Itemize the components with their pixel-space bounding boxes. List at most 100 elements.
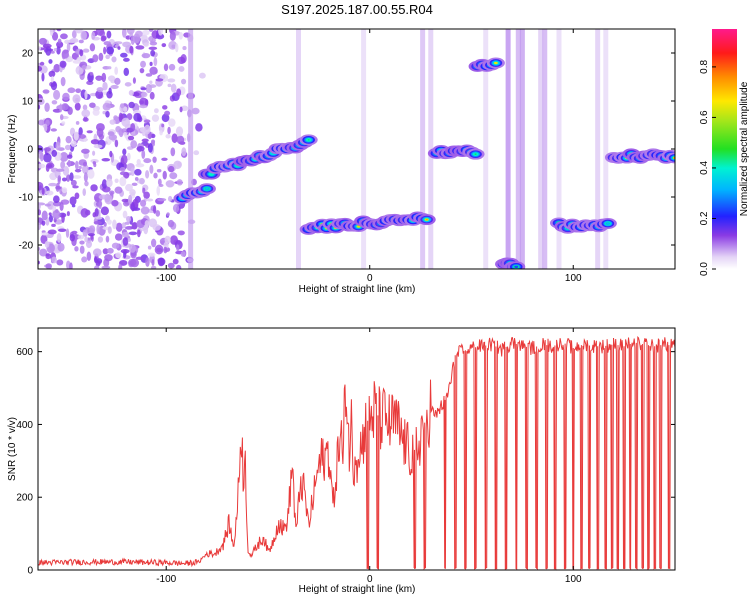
noise-blob [71, 204, 76, 208]
noise-blob [163, 63, 169, 72]
noise-blob [91, 31, 96, 40]
noise-blob [101, 157, 111, 162]
noise-blob [149, 164, 154, 174]
noise-blob [148, 29, 154, 32]
noise-blob [155, 78, 164, 82]
noise-blob [154, 108, 159, 114]
noise-blob [39, 248, 48, 257]
noise-blob [96, 224, 101, 235]
noise-blob [71, 30, 77, 39]
noise-blob [141, 52, 151, 59]
noise-blob [96, 127, 104, 138]
noise-blob [92, 108, 100, 116]
noise-blob [62, 92, 70, 101]
noise-blob [93, 144, 103, 149]
snr-plot-background [38, 328, 675, 570]
noise-blob [100, 206, 109, 216]
noise-blob [168, 165, 175, 173]
y-tick-label: 400 [16, 420, 33, 431]
noise-blob [140, 60, 146, 68]
noise-blob [151, 238, 157, 248]
noise-blob [111, 242, 120, 249]
noise-blob [79, 240, 85, 245]
noise-blob [72, 94, 81, 104]
noise-blob [122, 41, 131, 48]
noise-blob [48, 59, 53, 64]
noise-blob [152, 224, 161, 231]
noise-blob [102, 248, 109, 255]
noise-blob [75, 88, 82, 94]
noise-blob [45, 263, 52, 269]
noise-blob [69, 172, 74, 182]
noise-blob [107, 226, 112, 234]
noise-blob [136, 158, 141, 165]
noise-blob [41, 220, 46, 226]
streak [420, 29, 426, 269]
colorbar-tick-label: 0.2 [699, 211, 710, 225]
noise-blob [90, 234, 94, 240]
noise-blob [158, 183, 164, 188]
noise-blob [80, 208, 89, 218]
noise-blob [176, 179, 183, 186]
noise-blob [48, 182, 57, 187]
noise-blob [179, 106, 183, 113]
y-tick-label: 10 [22, 97, 34, 108]
noise-blob [84, 236, 89, 243]
noise-blob [170, 147, 176, 157]
noise-blob [41, 72, 45, 82]
noise-blob [77, 234, 85, 240]
noise-blob [168, 63, 176, 71]
noise-blob [98, 194, 108, 200]
noise-blob [176, 88, 182, 97]
noise-blob [130, 122, 136, 132]
noise-blob [130, 258, 140, 268]
noise-blob [82, 229, 88, 237]
noise-blob [143, 119, 151, 123]
y-tick-label: 200 [16, 493, 33, 504]
streak [361, 29, 367, 269]
noise-blob [89, 72, 94, 76]
noise-blob [48, 214, 54, 223]
noise-blob [123, 67, 130, 77]
noise-blob [74, 160, 79, 170]
noise-blob [98, 52, 104, 62]
noise-blob [121, 29, 127, 38]
noise-blob [145, 83, 152, 94]
noise-blob [75, 65, 84, 75]
noise-blob [43, 147, 51, 152]
noise-blob [96, 87, 104, 93]
noise-blob [66, 211, 70, 217]
noise-blob [128, 89, 134, 96]
noise-blob [127, 194, 133, 205]
noise-blob [176, 264, 182, 269]
noise-blob [51, 100, 58, 105]
noise-blob [38, 65, 43, 72]
noise-blob [80, 30, 87, 41]
signal-blob [205, 188, 208, 190]
noise-blob [74, 29, 83, 34]
noise-blob [93, 220, 102, 225]
noise-blob [62, 166, 70, 176]
noise-blob [51, 256, 58, 264]
noise-blob [82, 48, 90, 53]
noise-blob [89, 102, 96, 108]
noise-blob [81, 65, 87, 70]
noise-blob [162, 105, 168, 110]
noise-blob [105, 235, 110, 243]
noise-blob [74, 246, 79, 252]
noise-blob [127, 237, 131, 242]
noise-blob [167, 219, 175, 228]
noise-blob [138, 104, 148, 109]
noise-blob [161, 123, 165, 128]
noise-blob [95, 216, 103, 220]
x-tick-label: -100 [156, 273, 176, 284]
colorbar-tick-label: 0.8 [699, 60, 710, 74]
noise-blob [143, 191, 150, 199]
noise-blob [175, 126, 184, 137]
noise-blob [81, 148, 90, 154]
noise-blob [167, 195, 173, 202]
streak [515, 29, 521, 269]
noise-blob [128, 231, 138, 236]
x-tick-label: -100 [156, 574, 176, 585]
signal-blob [606, 222, 609, 225]
